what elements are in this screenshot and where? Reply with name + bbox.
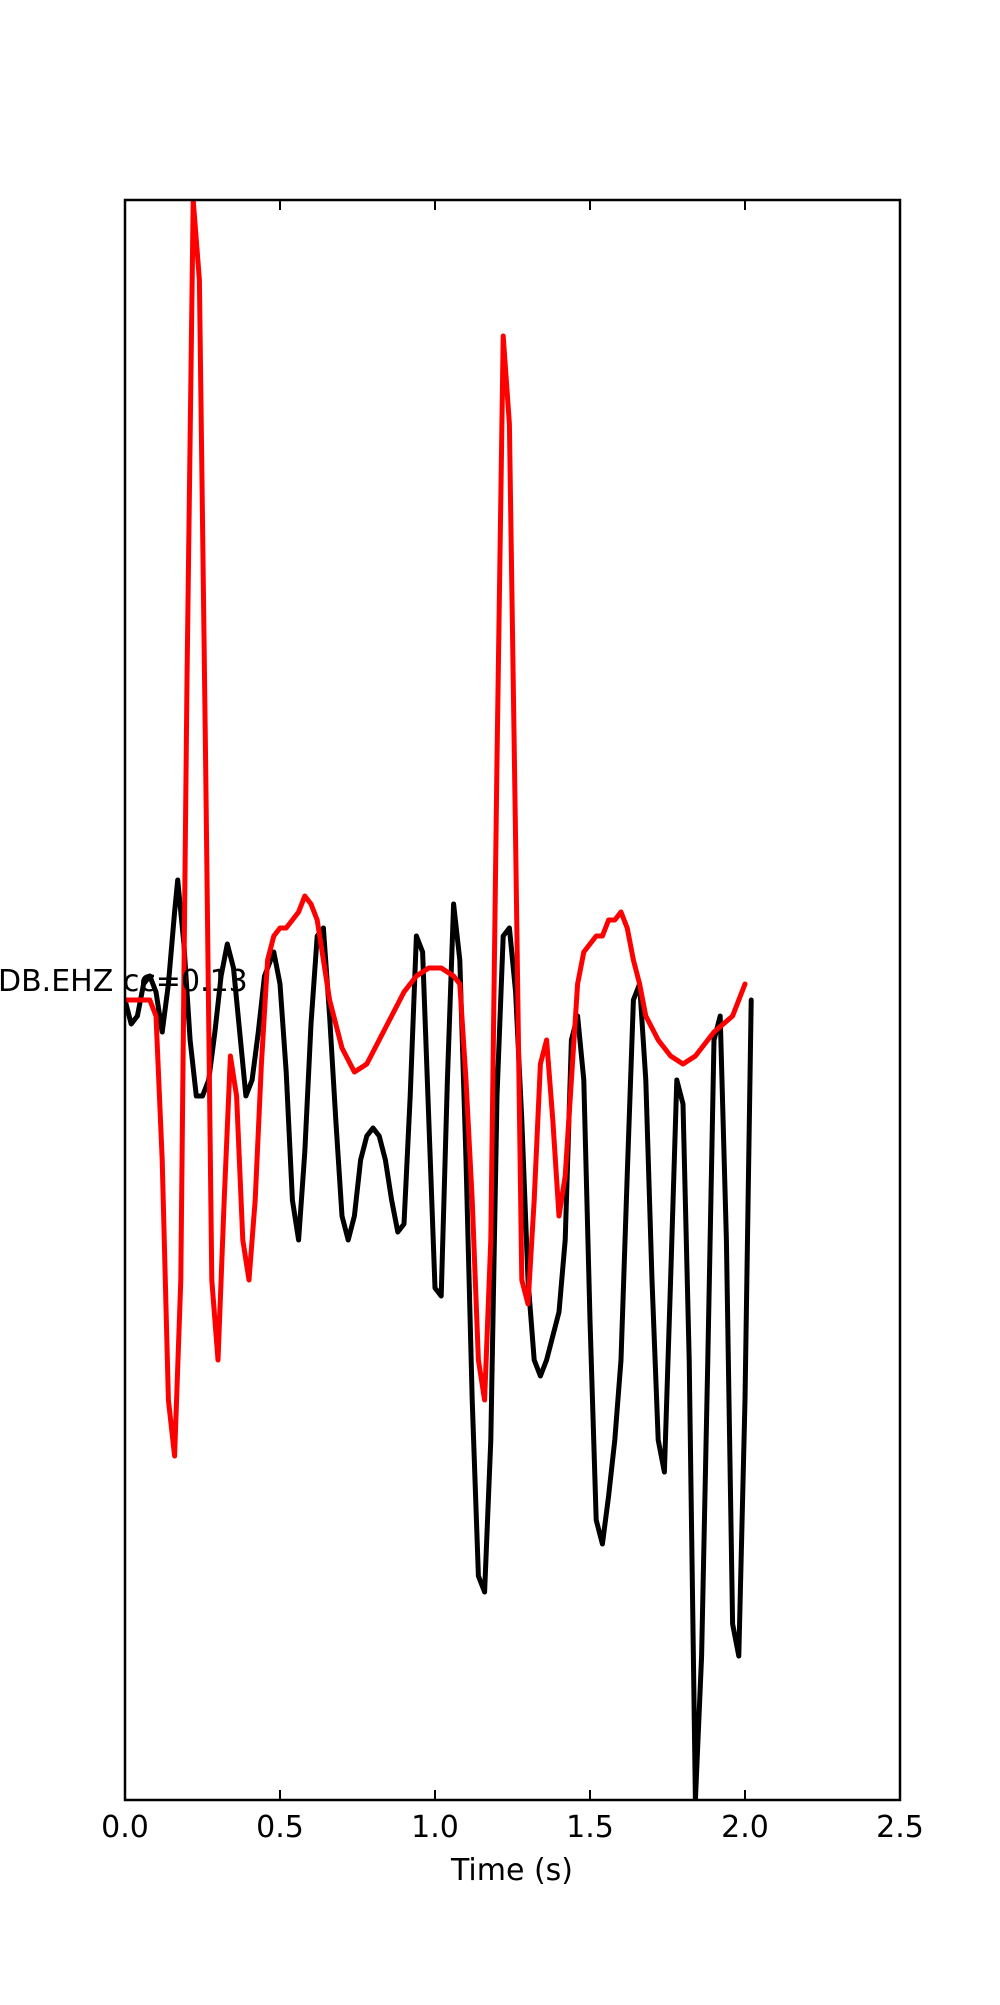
x-tick-label: 2.5 — [876, 1810, 924, 1845]
annotation-label: DB.EHZ cc=0.13 — [0, 964, 248, 999]
x-tick-label: 0.5 — [256, 1810, 304, 1845]
x-tick-label: 2.0 — [721, 1810, 769, 1845]
series-line-2 — [125, 200, 748, 1459]
x-axis-label: Time (s) — [450, 1853, 573, 1888]
plot-frame — [123, 198, 902, 1802]
series-line-1 — [125, 877, 754, 1800]
x-tick-label: 1.5 — [566, 1810, 614, 1845]
x-axis: 0.0 0.5 1.0 1.5 2.0 2.5 — [101, 200, 924, 1845]
x-tick-label: 1.0 — [411, 1810, 459, 1845]
x-tick-label: 0.0 — [101, 1810, 149, 1845]
series-layer — [125, 200, 754, 1800]
